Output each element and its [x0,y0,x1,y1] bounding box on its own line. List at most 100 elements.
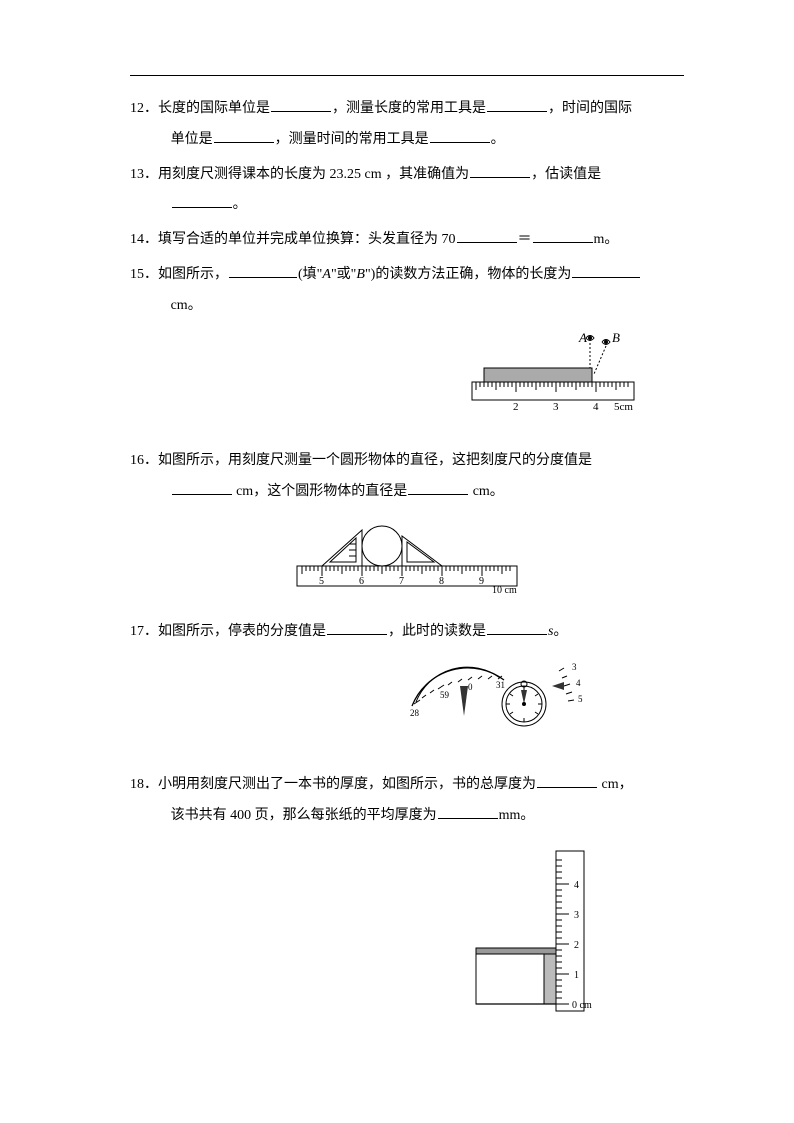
fig15-label-A: A [578,330,587,345]
question-12: 12．长度的国际单位是 ，测量长度的常用工具是 ，时间的国际 单位是 ，测量时间的常用… [130,94,684,156]
figure-15: A B [130,330,684,425]
figure-17: 28 59 0 31 [130,656,684,749]
fig17-lab-59: 59 [440,690,450,700]
q12-blank2[interactable] [487,97,547,112]
q16-text2: cm，这个圆形物体的直径是 [233,484,408,499]
fig18-tick-3: 3 [574,910,579,921]
q18-text2: cm， [598,777,633,792]
fig18-tick-1: 1 [574,970,579,981]
q16-blank1[interactable] [172,480,232,495]
q12-text3: ，时间的国际 [548,101,632,116]
q16-num: 16． [130,453,158,468]
q18-blank1[interactable] [537,773,597,788]
fig17-side-4: 4 [576,678,581,688]
q14-text1: 填写合适的单位并完成单位换算：头发直径为 70 [158,232,456,247]
fig15-tick-4: 4 [593,401,599,412]
q18-line2: 该书共有 400 页，那么每张纸的平均厚度为 mm。 [130,801,684,832]
q15-line2: cm。 [130,291,684,322]
q18-blank2[interactable] [438,804,498,819]
fig18-tick-4: 4 [574,880,579,891]
q12-line2: 单位是 ，测量时间的常用工具是 。 [130,125,684,156]
q17-text1: 如图所示，停表的分度值是 [158,624,326,639]
question-16: 16．如图所示，用刻度尺测量一个圆形物体的直径，这把刻度尺的分度值是 cm，这个… [130,446,684,508]
q17-text2: ，此时的读数是 [388,624,486,639]
question-17: 17．如图所示，停表的分度值是，此时的读数是s。 [130,617,684,648]
fig15-tick-3: 3 [553,401,559,412]
fig18-tick-0: 0 cm [572,1000,592,1011]
q13-text1: 用刻度尺测得课本的长度为 23.25 cm ，其准确值为 [158,167,469,182]
q14-text2: ＝ [518,232,532,247]
fig16-tick-9: 9 [479,576,484,587]
fig15-label-B: B [612,330,620,345]
fig17-lab-31: 31 [496,680,505,690]
q15-text4: ")的读数方法正确，物体的长度为 [365,267,571,282]
vertical-ruler [556,851,584,1011]
q13-num: 13． [130,167,158,182]
figure-16: 5 6 7 8 9 10 cm [130,516,684,607]
q15-blank1[interactable] [229,263,297,278]
triangles-circle-ruler: 5 6 7 8 9 10 cm [292,516,522,594]
measured-block [484,368,592,382]
q17-blank1[interactable] [327,620,387,635]
fig16-tick-7: 7 [399,576,404,587]
q17-num: 17． [130,624,158,639]
worksheet-page: 12．长度的国际单位是 ，测量长度的常用工具是 ，时间的国际 单位是 ，测量时间的常用… [0,0,794,1101]
q13-line2: 。 [130,190,684,221]
fig15-tick-2: 2 [513,401,519,412]
q15-text5: cm。 [171,298,202,313]
q12-blank1[interactable] [271,97,331,112]
q13-text3: 。 [233,197,247,212]
fig16-tick-8: 8 [439,576,444,587]
fig16-tick-5: 5 [319,576,324,587]
q14-num: 14． [130,232,158,247]
q15-text2: (填" [298,267,322,282]
fig17-lab-28: 28 [410,708,420,718]
fig18-tick-2: 2 [574,940,579,951]
q12-text4: 单位是 [171,132,213,147]
fig17-lab-0: 0 [468,682,473,692]
fig15-tick-5: 5cm [614,401,633,412]
q17-blank2[interactable] [487,620,547,635]
q12-blank4[interactable] [430,128,490,143]
ruler-eye-diagram: A B [464,330,644,412]
question-13: 13．用刻度尺测得课本的长度为 23.25 cm ，其准确值为 ，估读值是 。 [130,160,684,222]
q18-text1: 小明用刻度尺测出了一本书的厚度，如图所示，书的总厚度为 [158,777,536,792]
q12-blank3[interactable] [214,128,274,143]
q15-A: A [322,267,331,282]
q18-num: 18． [130,777,158,792]
q13-blank1[interactable] [470,163,530,178]
side-pointer [552,682,564,690]
q12-text2: ，测量长度的常用工具是 [332,101,486,116]
q16-line2: cm，这个圆形物体的直径是 cm。 [130,477,684,508]
q14-blank2[interactable] [533,228,593,243]
q12-text6: 。 [491,132,505,147]
q13-text2: ，估读值是 [531,167,601,182]
arc-pointer [460,686,468,716]
q12-text5: ，测量时间的常用工具是 [275,132,429,147]
q16-blank2[interactable] [408,480,468,495]
q17-text3: 。 [553,624,567,639]
q14-text3: m。 [594,232,619,247]
q13-blank2[interactable] [172,193,232,208]
q15-text3: "或" [331,267,356,282]
fig16-tick-6: 6 [359,576,364,587]
circle-object [362,526,402,566]
fig17-side-3: 3 [572,662,577,672]
q16-text3: cm。 [469,484,504,499]
question-14: 14．填写合适的单位并完成单位换算：头发直径为 70 ＝ m。 [130,225,684,256]
q12-text1: 长度的国际单位是 [158,101,270,116]
q16-text1: 如图所示，用刻度尺测量一个圆形物体的直径，这把刻度尺的分度值是 [158,453,592,468]
q12-num: 12． [130,101,158,116]
q15-text1: 如图所示， [158,267,228,282]
q18-text4: mm。 [499,808,535,823]
fig17-side-5: 5 [578,694,583,704]
header-rule [130,75,684,76]
question-15: 15．如图所示，(填"A"或"B")的读数方法正确，物体的长度为 cm。 [130,260,684,322]
figure-18: 0 cm 1 2 3 4 [130,846,684,1029]
q14-blank1[interactable] [457,228,517,243]
q18-text3: 该书共有 400 页，那么每张纸的平均厚度为 [171,808,437,823]
fig16-tick-10: 10 cm [492,585,517,594]
stopwatch-diagram: 28 59 0 31 [404,656,594,736]
q15-blank2[interactable] [572,263,640,278]
q15-B: B [356,267,365,282]
